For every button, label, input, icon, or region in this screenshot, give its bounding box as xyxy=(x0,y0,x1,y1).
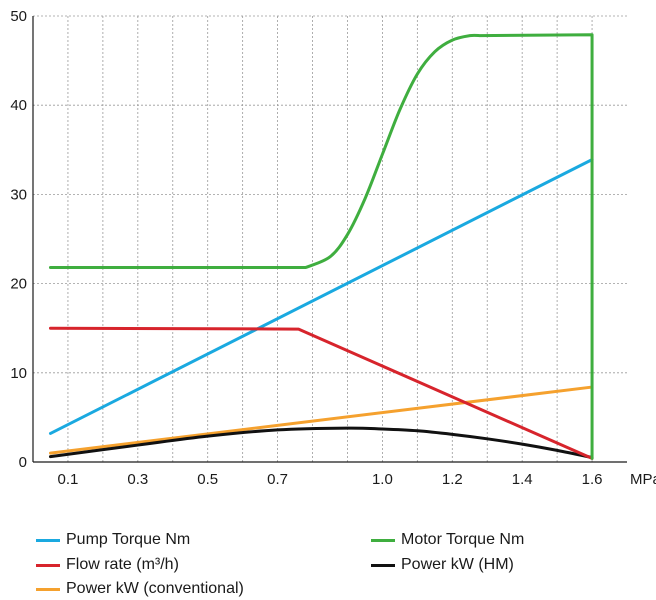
series-line-pump-torque-nm xyxy=(48,158,594,435)
x-tick-label: 1.4 xyxy=(512,471,533,488)
series-line-flow-rate-m-h xyxy=(48,326,594,460)
x-tick-label: 0.1 xyxy=(58,471,79,488)
y-tick-label: 40 xyxy=(10,97,27,114)
series-line-motor-torque-nm xyxy=(48,33,594,460)
series-line-power-kw-hm xyxy=(48,426,594,460)
x-tick-label: 1.6 xyxy=(582,471,603,488)
y-tick-label: 10 xyxy=(10,365,27,382)
y-tick-label: 30 xyxy=(10,186,27,203)
y-tick-label: 50 xyxy=(10,8,27,25)
y-tick-label: 0 xyxy=(19,454,27,471)
x-tick-label: 1.0 xyxy=(372,471,393,488)
y-tick-label: 20 xyxy=(10,276,27,293)
x-tick-label: 0.5 xyxy=(197,471,218,488)
x-tick-label: 0.7 xyxy=(267,471,288,488)
series-line-power-kw-conventional xyxy=(48,385,594,455)
x-axis-unit: MPa xyxy=(630,471,656,488)
x-tick-label: 1.2 xyxy=(442,471,463,488)
x-tick-label: 0.3 xyxy=(127,471,148,488)
